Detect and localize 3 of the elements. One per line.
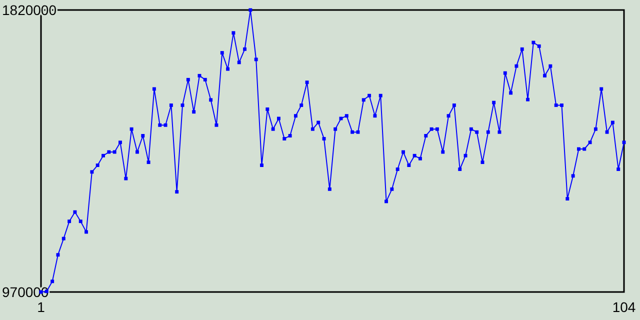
x-tick-label: 1 bbox=[37, 299, 46, 315]
x-tick-label: 104 bbox=[612, 299, 636, 315]
y-tick-label: 1820000 bbox=[2, 2, 57, 18]
